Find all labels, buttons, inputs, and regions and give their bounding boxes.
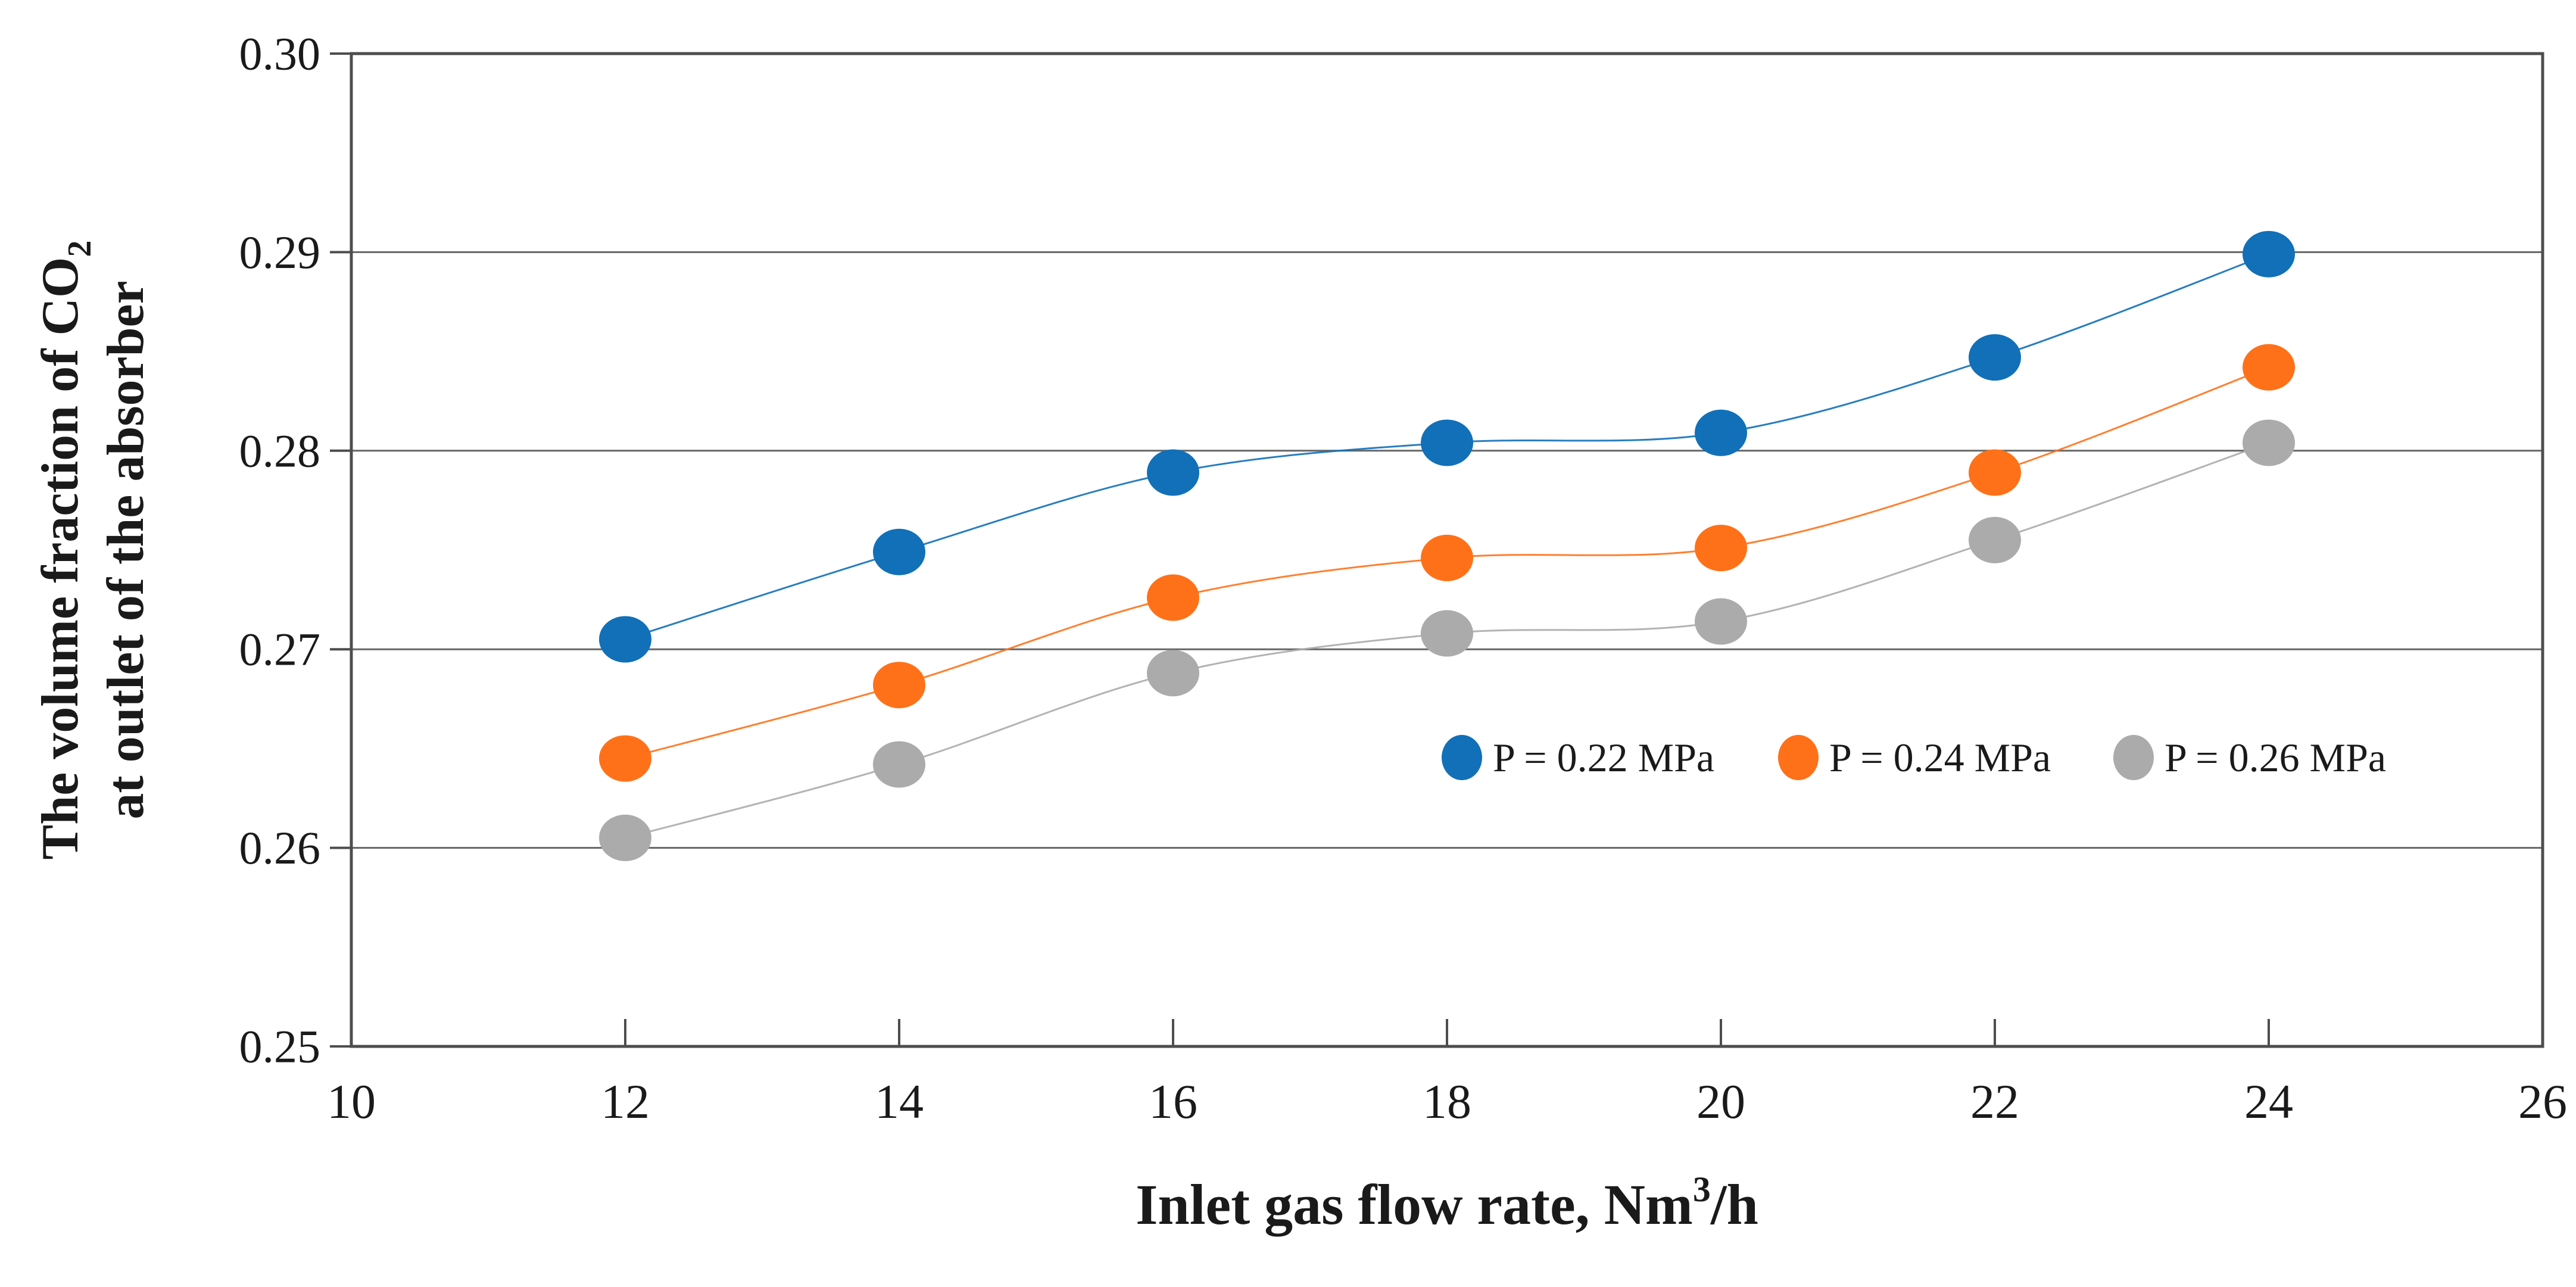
x-tick-label: 10: [327, 1074, 376, 1129]
y-axis-title-line1: The volume fraction of CO2: [32, 241, 98, 860]
legend: P = 0.22 MPa P = 0.24 MPa P = 0.26 MPa: [1442, 735, 2386, 780]
data-point: [873, 528, 925, 575]
data-point: [1695, 598, 1747, 645]
y-tick-label: 0.27: [239, 624, 321, 675]
x-tick-label: 12: [601, 1074, 650, 1129]
data-point: [599, 814, 651, 861]
x-tick-label: 16: [1149, 1074, 1197, 1129]
y-tick-label: 0.25: [239, 1021, 321, 1073]
data-point: [1969, 449, 2021, 496]
data-point: [1147, 650, 1199, 697]
x-tick-label: 20: [1696, 1074, 1745, 1129]
data-point: [873, 741, 925, 788]
data-point: [1969, 516, 2021, 563]
legend-label: P = 0.26 MPa: [2165, 735, 2386, 780]
data-point: [2243, 230, 2295, 278]
data-point: [1695, 525, 1747, 572]
x-tick-label: 22: [1970, 1074, 2019, 1129]
data-point: [1695, 409, 1747, 456]
x-axis-title: Inlet gas flow rate, Nm3/h: [1136, 1170, 1758, 1236]
data-point: [1147, 449, 1199, 496]
y-axis-title-line2: at outlet of the absorber: [97, 281, 155, 819]
data-point: [1969, 334, 2021, 381]
legend-label: P = 0.24 MPa: [1829, 735, 2051, 780]
legend-marker-icon: [1778, 735, 1819, 780]
data-point: [599, 616, 651, 663]
x-tick-label: 24: [2244, 1074, 2293, 1129]
y-tick-label: 0.26: [239, 822, 321, 874]
x-tick-label: 18: [1423, 1074, 1471, 1129]
data-point: [599, 735, 651, 782]
legend-marker-icon: [1442, 735, 1482, 780]
y-tick-label: 0.30: [239, 28, 321, 80]
data-point: [2243, 419, 2295, 466]
legend-item: P = 0.26 MPa: [2113, 735, 2386, 780]
x-tick-label: 26: [2518, 1074, 2567, 1129]
legend-marker-icon: [2113, 735, 2154, 780]
data-point: [1421, 534, 1473, 581]
data-point: [1421, 419, 1473, 466]
legend-label: P = 0.22 MPa: [1493, 735, 1714, 780]
x-tick-label: 14: [875, 1074, 924, 1129]
data-point: [1421, 610, 1473, 657]
y-tick-label: 0.29: [239, 226, 321, 278]
y-tick-label: 0.28: [239, 425, 321, 476]
data-point: [873, 662, 925, 709]
legend-item: P = 0.24 MPa: [1778, 735, 2051, 780]
data-point: [2243, 344, 2295, 391]
legend-item: P = 0.22 MPa: [1442, 735, 1714, 780]
data-point: [1147, 574, 1199, 621]
